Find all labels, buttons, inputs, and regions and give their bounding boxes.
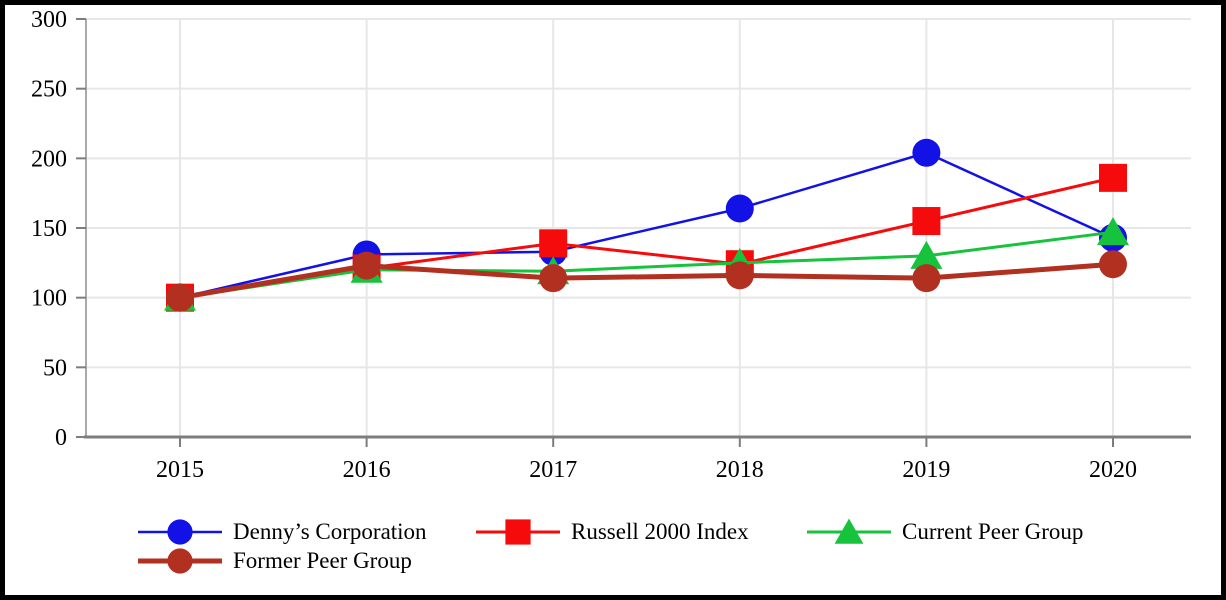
x-tick-label: 2020	[1089, 457, 1137, 483]
x-tick-label: 2015	[156, 457, 204, 483]
series-russell-2000-index	[166, 163, 1127, 312]
x-tick-label: 2016	[343, 457, 391, 483]
y-tick-label: 300	[31, 7, 67, 33]
axes	[76, 18, 1191, 447]
x-tick-label: 2019	[902, 457, 950, 483]
y-tick-label: 200	[31, 146, 67, 172]
x-tick-label: 2018	[716, 457, 764, 483]
series-denny-s-corporation	[166, 138, 1127, 312]
series-former-peer-group	[166, 250, 1127, 312]
y-tick-label: 100	[31, 286, 67, 312]
y-tick-label: 250	[31, 77, 67, 103]
y-tick-label: 50	[43, 355, 67, 381]
y-tick-label: 0	[55, 425, 67, 451]
gridlines	[86, 18, 1191, 437]
x-tick-label: 2017	[529, 457, 577, 483]
axis-tick-labels: 0 50 100 150 200 250 300 2015 2016 2017 2018 2019 20…	[31, 7, 1137, 483]
y-tick-label: 150	[31, 216, 67, 242]
stock-performance-chart: 0 50 100 150 200 250 300 2015 2016 2017 2018 2019 20…	[31, 7, 1191, 483]
